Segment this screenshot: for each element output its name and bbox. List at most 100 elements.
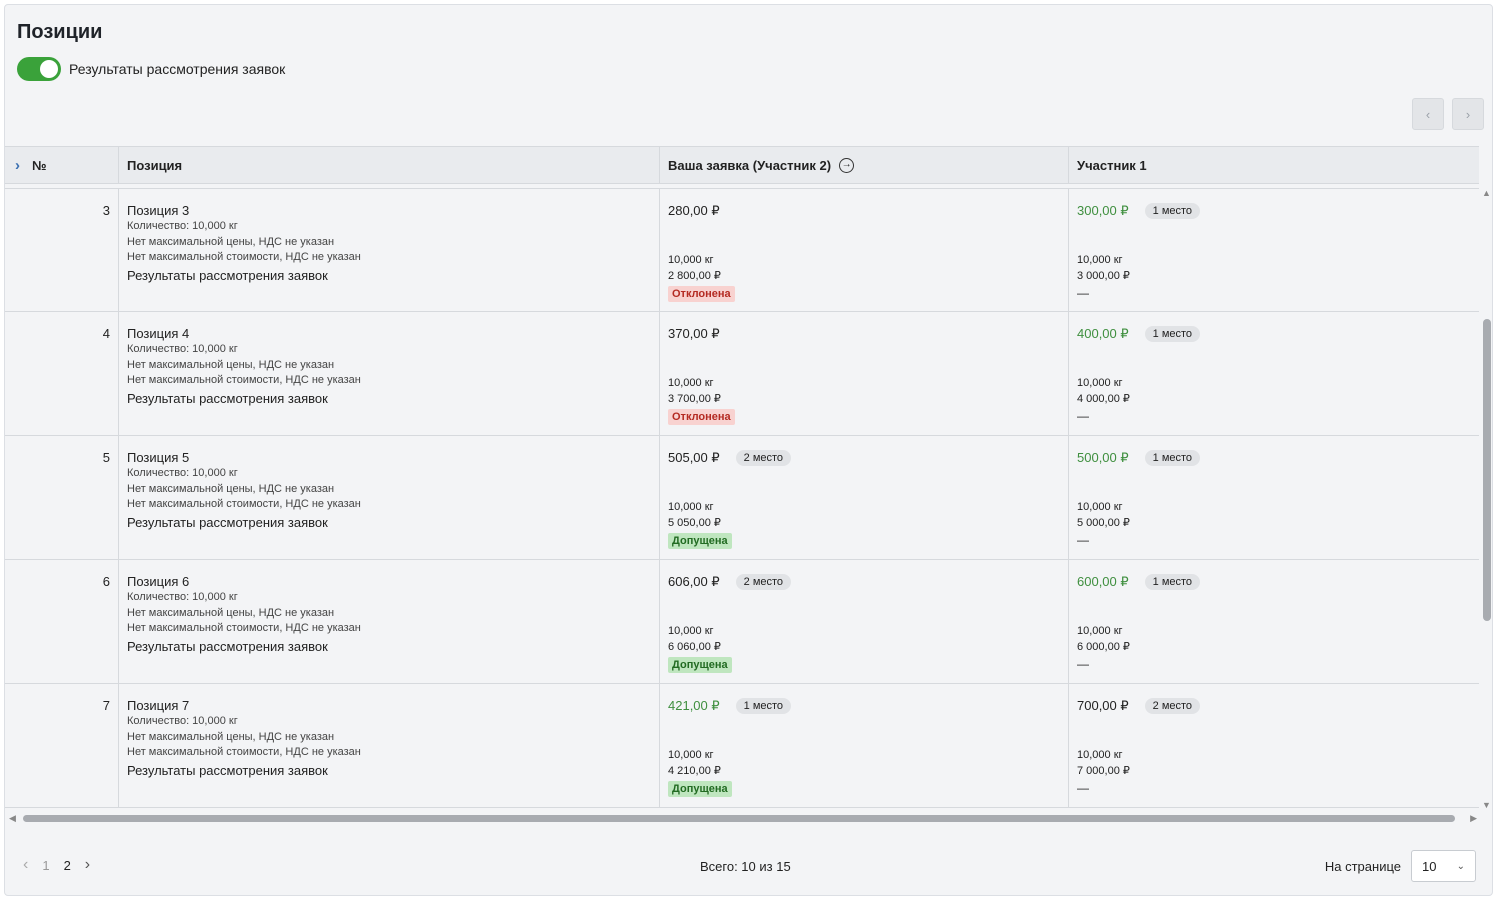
next-columns-button[interactable]: › bbox=[1452, 98, 1484, 130]
expand-chevron-icon[interactable]: › bbox=[15, 156, 20, 174]
per-page-select[interactable]: 10 ⌄ bbox=[1411, 850, 1476, 882]
bid-quantity: 10,000 кг bbox=[668, 377, 714, 389]
position-name: Позиция 4 bbox=[127, 326, 190, 341]
place-badge: 2 место bbox=[735, 574, 792, 590]
position-max-cost: Нет максимальной стоимости, НДС не указа… bbox=[127, 746, 361, 758]
vertical-scroll-thumb[interactable] bbox=[1483, 319, 1491, 621]
column-header-your-bid: Ваша заявка (Участник 2) → bbox=[660, 147, 1069, 183]
column-header-participant-1: Участник 1 bbox=[1077, 157, 1147, 173]
bid-quantity: 10,000 кг bbox=[1077, 254, 1123, 266]
results-toggle[interactable] bbox=[17, 57, 61, 81]
bid-details: 10,000 кг 3 000,00 ₽ — bbox=[1077, 253, 1130, 300]
arrow-circle-icon[interactable]: → bbox=[839, 157, 855, 173]
position-quantity: Количество: 10,000 кг bbox=[127, 715, 238, 727]
cell-position: Позиция 4 Количество: 10,000 кг Нет макс… bbox=[119, 312, 660, 435]
position-name: Позиция 7 bbox=[127, 698, 190, 713]
bid-price: 700,00 ₽ bbox=[1077, 698, 1129, 713]
page-2[interactable]: 2 bbox=[63, 857, 71, 873]
horizontal-scroll-thumb[interactable] bbox=[23, 815, 1455, 822]
arrow-glyph: → bbox=[841, 159, 852, 170]
bid-details: 10,000 кг 6 060,00 ₽ Допущена bbox=[668, 624, 732, 673]
positions-table: › № Позиция Ваша заявка (Участник 2) → У… bbox=[5, 146, 1492, 811]
position-max-price: Нет максимальной цены, НДС не указан bbox=[127, 235, 335, 248]
bid-quantity: 10,000 кг bbox=[1077, 625, 1123, 637]
place-badge: 1 место bbox=[1144, 203, 1201, 219]
price-line: 606,00 ₽ 2 место bbox=[668, 574, 1060, 590]
chevron-right-icon: › bbox=[1465, 106, 1471, 122]
status-badge: Допущена bbox=[668, 781, 732, 797]
your-bid-label: Ваша заявка (Участник 2) bbox=[668, 157, 832, 173]
pager-next-icon[interactable]: › bbox=[84, 856, 91, 873]
total-count: Всего: 10 из 15 bbox=[700, 859, 791, 874]
status-badge: Отклонена bbox=[668, 286, 735, 302]
price-line: 280,00 ₽ bbox=[668, 203, 1060, 219]
table-row: 3 Позиция 3 Количество: 10,000 кг Нет ма… bbox=[5, 188, 1479, 312]
bid-price: 300,00 ₽ bbox=[1077, 203, 1129, 218]
cell-your-bid: 606,00 ₽ 2 место 10,000 кг 6 060,00 ₽ До… bbox=[660, 560, 1069, 683]
column-nav: ‹ › bbox=[1412, 98, 1484, 130]
cell-number: 7 bbox=[5, 684, 119, 807]
bid-quantity: 10,000 кг bbox=[668, 625, 714, 637]
place-badge: 1 место bbox=[1144, 326, 1201, 342]
bid-price: 606,00 ₽ bbox=[668, 574, 720, 589]
cell-your-bid: 370,00 ₽ 10,000 кг 3 700,00 ₽ Отклонена bbox=[660, 312, 1069, 435]
price-line: 400,00 ₽ 1 место bbox=[1077, 326, 1471, 342]
bid-details: 10,000 кг 5 050,00 ₽ Допущена bbox=[668, 500, 732, 549]
status-dash: — bbox=[1077, 533, 1089, 547]
position-results-link[interactable]: Результаты рассмотрения заявок bbox=[127, 267, 328, 283]
scroll-right-icon[interactable]: ▶ bbox=[1470, 813, 1477, 823]
prev-columns-button[interactable]: ‹ bbox=[1412, 98, 1444, 130]
cell-position: Позиция 5 Количество: 10,000 кг Нет макс… bbox=[119, 436, 660, 559]
bid-total: 4 000,00 ₽ bbox=[1077, 392, 1130, 405]
price-line: 600,00 ₽ 1 место bbox=[1077, 574, 1471, 590]
position-results-link[interactable]: Результаты рассмотрения заявок bbox=[127, 638, 328, 654]
cell-number: 4 bbox=[5, 312, 119, 435]
position-quantity: Количество: 10,000 кг bbox=[127, 467, 238, 479]
bid-details: 10,000 кг 5 000,00 ₽ — bbox=[1077, 500, 1130, 547]
scroll-down-icon[interactable]: ▼ bbox=[1482, 800, 1491, 810]
table-header: › № Позиция Ваша заявка (Участник 2) → У… bbox=[5, 146, 1479, 184]
header-number-label: № bbox=[32, 157, 47, 173]
cell-number: 3 bbox=[5, 189, 119, 311]
price-line: 505,00 ₽ 2 место bbox=[668, 450, 1060, 466]
status-badge: Допущена bbox=[668, 533, 732, 549]
status-dash: — bbox=[1077, 286, 1089, 300]
table-row: 6 Позиция 6 Количество: 10,000 кг Нет ма… bbox=[5, 560, 1479, 684]
price-line: 700,00 ₽ 2 место bbox=[1077, 698, 1471, 714]
bid-price: 600,00 ₽ bbox=[1077, 574, 1129, 589]
per-page-control: На странице 10 ⌄ bbox=[1325, 850, 1476, 882]
bid-total: 3 700,00 ₽ bbox=[668, 392, 721, 405]
bid-quantity: 10,000 кг bbox=[668, 749, 714, 761]
cell-participant-1: 500,00 ₽ 1 место 10,000 кг 5 000,00 ₽ — bbox=[1069, 436, 1479, 559]
toggle-label: Результаты рассмотрения заявок bbox=[69, 61, 286, 77]
pagination: ‹ 1 2 › bbox=[23, 856, 90, 874]
chevron-down-icon: ⌄ bbox=[1456, 860, 1465, 872]
position-results-link[interactable]: Результаты рассмотрения заявок bbox=[127, 514, 328, 530]
status-badge: Отклонена bbox=[668, 409, 735, 425]
cell-your-bid: 280,00 ₽ 10,000 кг 2 800,00 ₽ Отклонена bbox=[660, 189, 1069, 311]
per-page-label: На странице bbox=[1324, 858, 1401, 874]
vertical-scrollbar[interactable]: ▲ ▼ bbox=[1479, 188, 1492, 810]
bid-total: 5 050,00 ₽ bbox=[668, 516, 721, 529]
position-results-link[interactable]: Результаты рассмотрения заявок bbox=[127, 390, 328, 406]
pager-prev-icon[interactable]: ‹ bbox=[23, 856, 29, 873]
price-line: 300,00 ₽ 1 место bbox=[1077, 203, 1471, 219]
bid-price: 421,00 ₽ bbox=[668, 698, 720, 713]
position-max-cost: Нет максимальной стоимости, НДС не указа… bbox=[127, 374, 361, 386]
cell-position: Позиция 7 Количество: 10,000 кг Нет макс… bbox=[119, 684, 660, 807]
bid-total: 5 000,00 ₽ bbox=[1077, 516, 1130, 529]
bid-details: 10,000 кг 4 210,00 ₽ Допущена bbox=[668, 748, 732, 797]
chevron-left-icon: ‹ bbox=[1425, 106, 1431, 122]
scroll-up-icon[interactable]: ▲ bbox=[1482, 188, 1491, 198]
price-line: 500,00 ₽ 1 место bbox=[1077, 450, 1471, 466]
position-results-link[interactable]: Результаты рассмотрения заявок bbox=[127, 762, 328, 778]
bid-total: 7 000,00 ₽ bbox=[1077, 764, 1130, 777]
cell-your-bid: 421,00 ₽ 1 место 10,000 кг 4 210,00 ₽ До… bbox=[660, 684, 1069, 807]
table-body: 3 Позиция 3 Количество: 10,000 кг Нет ма… bbox=[5, 188, 1479, 808]
page-1[interactable]: 1 bbox=[42, 857, 50, 873]
scroll-left-icon[interactable]: ◀ bbox=[9, 813, 16, 823]
bid-price: 370,00 ₽ bbox=[668, 326, 720, 341]
bid-details: 10,000 кг 4 000,00 ₽ — bbox=[1077, 376, 1130, 423]
horizontal-scrollbar[interactable]: ◀ ▶ bbox=[5, 811, 1479, 825]
place-badge: 2 место bbox=[735, 450, 792, 466]
